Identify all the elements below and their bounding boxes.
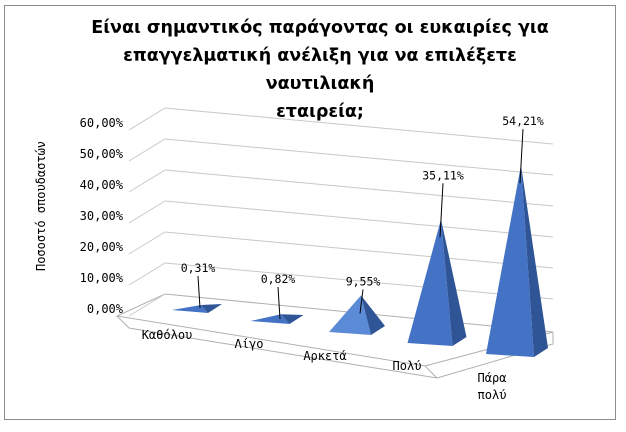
x-tick-label: Λίγο	[235, 337, 264, 351]
chart-title: Είναι σημαντικός παράγοντας οι ευκαιρίες…	[75, 14, 565, 126]
data-label: 54,21%	[502, 114, 544, 128]
pyramid-side-face	[281, 314, 304, 324]
y-gridline-side	[128, 200, 166, 224]
data-label: 0,82%	[261, 272, 296, 286]
y-tick-label: 50,00%	[80, 147, 124, 161]
y-tick-label: 0,00%	[87, 302, 124, 316]
y-gridline-side	[128, 293, 166, 317]
x-tick-label: Πάρα	[478, 371, 507, 385]
floor-thickness	[116, 315, 554, 379]
plot-area: 0,00% 10,00% 20,00% 30,00% 40,00% 50,00% 60,00…	[34, 107, 554, 402]
chart-title-line: εταιρεία;	[276, 102, 364, 122]
data-label: 35,11%	[422, 168, 464, 182]
pyramid-front-face	[172, 304, 208, 313]
pyramid-side-face	[441, 219, 467, 346]
x-tick-label: Καθόλου	[142, 328, 193, 342]
y-gridline	[164, 200, 554, 238]
pyramid-front-face	[407, 219, 453, 346]
pyramid-bar	[407, 219, 467, 346]
pyramid-side-face	[201, 304, 222, 313]
pyramid-bar	[486, 165, 548, 357]
pyramid-side-face	[521, 165, 548, 357]
pyramid-bar	[172, 304, 222, 313]
data-label: 0,31%	[181, 261, 216, 275]
x-tick-label: πολύ	[478, 388, 507, 402]
y-gridline-side	[128, 107, 166, 131]
data-label-leader	[439, 183, 444, 238]
y-tick-label: 20,00%	[80, 240, 124, 254]
y-gridline	[164, 107, 554, 145]
x-tick-label: Πολύ	[393, 359, 422, 373]
y-gridline	[164, 169, 554, 207]
y-gridline	[164, 231, 554, 269]
data-label-leader	[197, 275, 201, 309]
y-tick-label: 60,00%	[80, 116, 124, 130]
pyramid-side-face	[361, 295, 385, 335]
chart-frame: Είναι σημαντικός παράγοντας οι ευκαιρίες…	[4, 5, 616, 420]
pyramid-front-face	[486, 165, 534, 357]
chart-title-line: επαγγελματική ανέλιξη για να επιλέξετε ν…	[123, 46, 517, 94]
y-gridline-side	[128, 231, 166, 255]
data-label: 9,55%	[346, 274, 381, 288]
floor-edge	[424, 365, 438, 379]
chart-title-line: Είναι σημαντικός παράγοντας οι ευκαιρίες…	[91, 18, 549, 38]
y-gridline	[164, 262, 554, 300]
data-label-leader	[277, 286, 281, 320]
y-gridline-side	[128, 262, 166, 286]
y-gridline	[164, 138, 554, 176]
y-tick-label: 10,00%	[80, 271, 124, 285]
data-label-leader	[359, 289, 364, 314]
pyramid-front-face	[329, 295, 371, 335]
pyramid-bar	[329, 295, 385, 335]
y-axis-label: Ποσοστό σπουδαστών	[34, 141, 48, 271]
y-tick-label: 40,00%	[80, 178, 124, 192]
data-label-leader	[519, 129, 524, 184]
y-tick-label: 30,00%	[80, 209, 124, 223]
x-tick-label: Αρκετά	[303, 349, 346, 363]
y-gridline-side	[128, 169, 166, 193]
y-gridline-side	[128, 138, 166, 162]
